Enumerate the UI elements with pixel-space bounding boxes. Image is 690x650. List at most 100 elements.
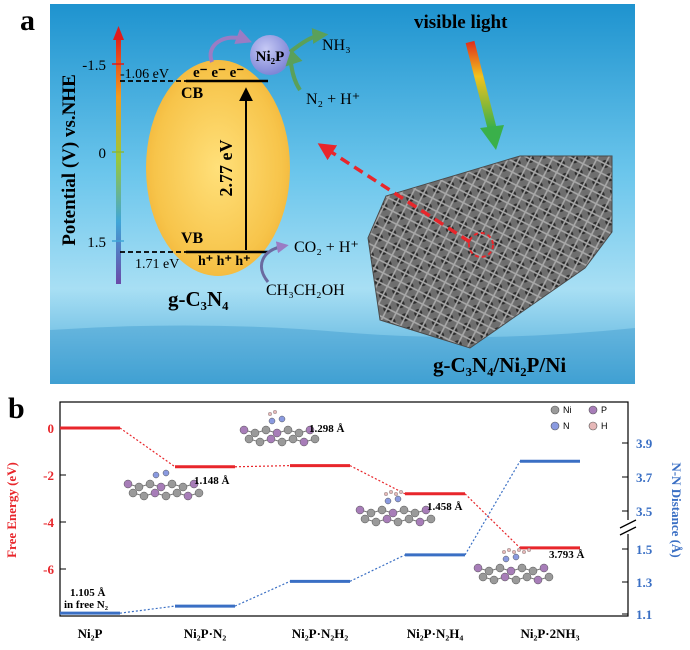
atom [495, 563, 505, 573]
atom [366, 508, 376, 518]
visible-light-label: visible light [414, 12, 508, 33]
bond-length-label: in free N₂ [64, 599, 109, 611]
vb-energy-label: 1.71 eV [135, 257, 179, 272]
co2-h-label: CO₂ + H⁺ [294, 239, 359, 256]
tick-label: 0 [99, 146, 107, 162]
panel-a: a -1.5 0 1.5 Potential (V) vs.NHE 2.77 e… [20, 4, 635, 384]
atom [161, 491, 171, 501]
n-atom [268, 417, 276, 425]
atom [421, 505, 431, 515]
hole-oxidation-arrow [260, 241, 289, 283]
h-atom [502, 550, 507, 555]
ni-atom-icon [550, 405, 560, 415]
structure-ni2p-n2h4 [355, 490, 436, 527]
distance-connector [119, 605, 176, 614]
atom [517, 563, 527, 573]
h-atom [384, 492, 389, 497]
atom [194, 488, 204, 498]
y2-tick-label: 3.7 [636, 470, 653, 485]
material-label: g-C₃N₄ [168, 287, 229, 311]
distance-connector [349, 554, 406, 582]
axis-break-mark [619, 519, 637, 536]
atom [288, 434, 298, 444]
free-energy-connector [119, 427, 176, 468]
atom [399, 505, 409, 515]
category-label: Ni₂P·N₂H₄ [407, 626, 464, 641]
atom [382, 514, 392, 524]
n-atom [278, 415, 286, 423]
composite-label: g-C₃N₄/Ni₂P/Ni [433, 353, 566, 377]
p-atom-icon [588, 405, 598, 415]
h-atom [512, 550, 517, 555]
atom [500, 572, 510, 582]
atom [128, 488, 138, 498]
plot-frame [59, 401, 629, 617]
atom-legend: Ni P N H [550, 405, 608, 431]
cb-label: CB [181, 85, 204, 102]
structures [123, 410, 554, 585]
left-axis: Free Energy (eV) 0 -2 -4 -6 [4, 421, 66, 577]
atom [283, 425, 293, 435]
free-energy-connector [464, 493, 521, 549]
bandgap-label: 2.77 eV [216, 140, 236, 197]
panel-b-letter: b [8, 392, 25, 425]
panel-b: b Free Energy (eV) 0 -2 -4 -6 N-N Distan… [4, 392, 684, 641]
category-label: Ni₂P·N₂ [184, 626, 227, 641]
vb-label: VB [181, 230, 204, 247]
water-surface [50, 325, 635, 384]
atom [426, 514, 436, 524]
holes-label: h⁺ h⁺ h⁺ [198, 254, 251, 269]
atom [266, 434, 276, 444]
atom [528, 566, 538, 576]
atom [277, 437, 287, 447]
ethanol-label: CH₃CH₂OH [266, 282, 345, 299]
bond-length-label: 1.148 Å [194, 475, 230, 487]
n-atom [502, 555, 510, 563]
h-atom-icon [588, 421, 598, 431]
chart-series [60, 426, 580, 615]
atom [172, 488, 182, 498]
category-label: Ni₂P·N₂H₂ [292, 626, 349, 641]
atom [239, 425, 249, 435]
atom [415, 517, 425, 527]
legend-label: N [563, 421, 570, 431]
category-labels: Ni₂P Ni₂P·N₂ Ni₂P·N₂H₂ Ni₂P·N₂H₄ Ni₂P·2N… [78, 626, 580, 641]
potential-axis-arrowhead [113, 26, 124, 40]
atom [355, 505, 365, 515]
bond-length-label: 1.298 Å [309, 423, 345, 435]
n-atom [394, 495, 402, 503]
light-arrow-head [480, 125, 504, 150]
y-tick-label: -6 [43, 562, 54, 577]
atom [393, 517, 403, 527]
free-energy-connector [349, 465, 406, 495]
structure-ni2p-n2 [123, 469, 204, 501]
atom [150, 488, 160, 498]
distance-connector [464, 460, 521, 556]
category-label: Ni₂P·2NH₃ [520, 626, 579, 641]
g-c3n4-particle [146, 60, 290, 276]
atom [178, 482, 188, 492]
atom [544, 572, 554, 582]
panel-a-letter: a [20, 4, 35, 37]
light-arrow [465, 40, 497, 130]
zoom-arrow [317, 143, 471, 244]
bond-length-label: 3.793 Å [549, 549, 585, 561]
atom [145, 479, 155, 489]
atom [134, 482, 144, 492]
electrons-label: e⁻ e⁻ e⁻ [193, 65, 244, 81]
h-atom [389, 490, 394, 495]
free-energy-axis-title: Free Energy (eV) [4, 462, 19, 558]
h-atom [522, 550, 527, 555]
atom [310, 434, 320, 444]
y2-tick-label: 1.5 [636, 542, 653, 557]
n-atom [152, 471, 160, 479]
atom [360, 514, 370, 524]
zoom-circle [468, 232, 494, 258]
atom [183, 491, 193, 501]
atom [255, 437, 265, 447]
atom [250, 428, 260, 438]
h-atom [399, 490, 404, 495]
atom [522, 572, 532, 582]
atom [261, 425, 271, 435]
